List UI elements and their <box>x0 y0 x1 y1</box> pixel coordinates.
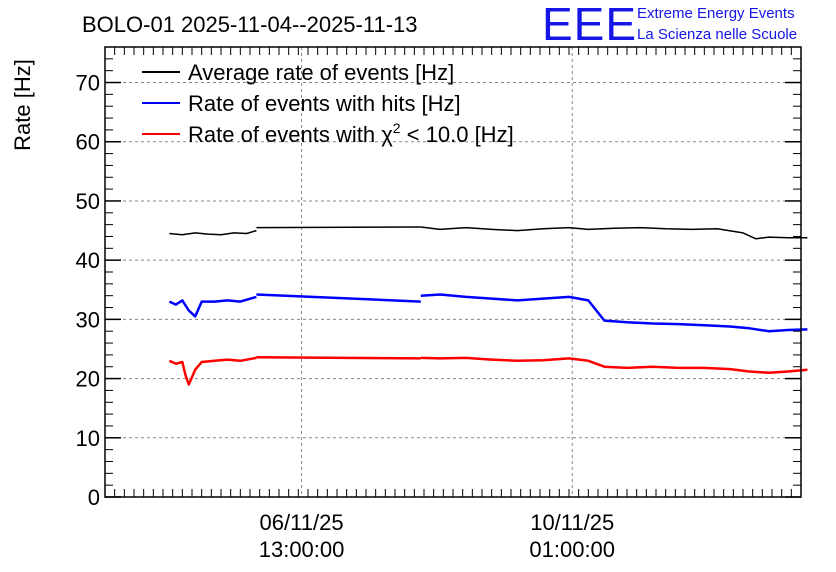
series-hits-line <box>256 293 421 303</box>
grid <box>105 47 801 497</box>
y-tick-label: 30 <box>76 307 100 332</box>
x-tick-label-time: 13:00:00 <box>259 537 345 562</box>
series-hits-line <box>420 293 808 333</box>
legend-label-chi2: Rate of events with χ2 < 10.0 [Hz] <box>188 120 514 147</box>
y-tick-label: 0 <box>88 485 100 510</box>
y-tick-label: 40 <box>76 248 100 273</box>
eee-logo-line2: La Scienza nelle Scuole <box>637 26 797 43</box>
series-hits-line <box>168 295 257 318</box>
series-average-line <box>256 226 421 229</box>
x-tick-label-time: 01:00:00 <box>529 537 615 562</box>
eee-logo-letters: EEE <box>542 0 637 50</box>
legend: Average rate of events [Hz] Rate of even… <box>142 60 514 147</box>
y-tick-label: 20 <box>76 367 100 392</box>
series-chi2-line <box>168 356 257 386</box>
y-tick-label: 50 <box>76 189 100 214</box>
legend-label-average: Average rate of events [Hz] <box>188 60 454 85</box>
series-layer <box>168 226 808 386</box>
y-axis-label: Rate [Hz] <box>10 59 35 151</box>
y-tick-labels: 0 10 20 30 40 50 60 70 <box>76 71 100 510</box>
legend-label-hits: Rate of events with hits [Hz] <box>188 91 461 116</box>
series-average-line <box>169 229 257 236</box>
legend-label-chi2-main: Rate of events with χ <box>188 122 393 147</box>
y-tick-label: 70 <box>76 71 100 96</box>
eee-logo-line1: Extreme Energy Events <box>637 5 795 22</box>
series-chi2-line <box>256 356 421 360</box>
y-tick-label: 60 <box>76 130 100 155</box>
legend-label-chi2-tail: < 10.0 [Hz] <box>401 122 514 147</box>
y-tick-label: 10 <box>76 426 100 451</box>
x-tick-label-date: 06/11/25 <box>260 510 344 535</box>
chart-title: BOLO-01 2025-11-04--2025-11-13 <box>82 12 418 37</box>
ticks <box>105 47 801 498</box>
eee-logo: EEE Extreme Energy Events La Scienza nel… <box>542 0 797 50</box>
series-chi2-line <box>420 356 808 374</box>
series-average-line <box>420 226 808 240</box>
x-tick-label-date: 10/11/25 <box>530 510 614 535</box>
legend-label-chi2-sup: 2 <box>393 120 401 136</box>
